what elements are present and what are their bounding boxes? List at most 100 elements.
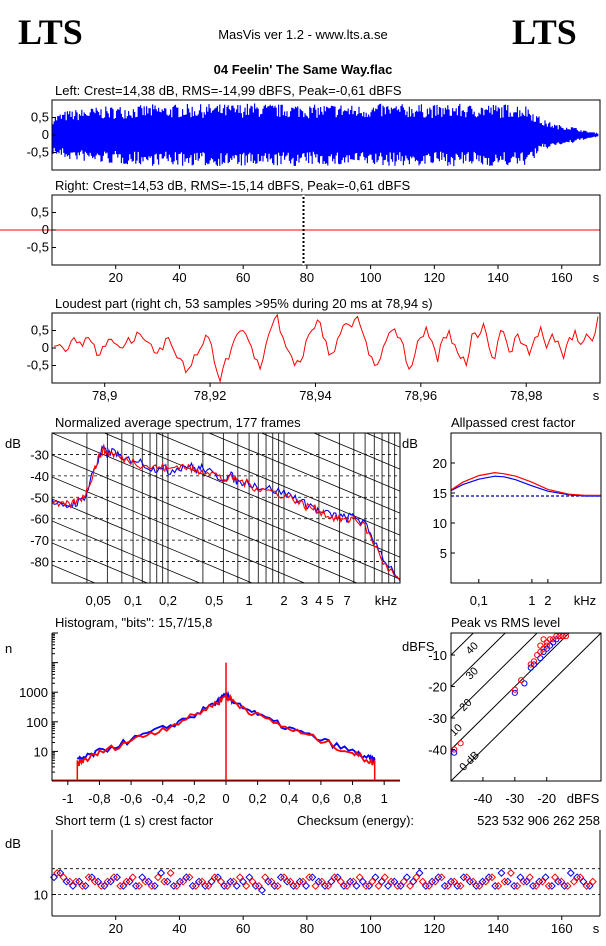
loudest-title: Loudest part (right ch, 53 samples >95% … <box>55 296 433 311</box>
peakrms-point-0 <box>511 689 518 696</box>
spectrum-slope <box>52 542 149 583</box>
histogram-xtick-label: -0,4 <box>152 791 174 806</box>
spectrum-slope <box>52 454 358 583</box>
loudest-xtick-label: 78,92 <box>194 388 227 403</box>
short-crest-point-0 <box>516 873 525 882</box>
histogram-ytick-label: 1000 <box>19 685 48 700</box>
short-crest-point-0 <box>232 881 241 890</box>
short-crest-point-1 <box>406 881 415 890</box>
allpass-line-0 <box>450 475 601 497</box>
short-crest-point-1 <box>475 881 484 890</box>
short-crest-point-1 <box>292 881 301 890</box>
short-crest-point-1 <box>154 873 162 882</box>
short-crest-point-0 <box>157 869 166 877</box>
peakrms-point-1 <box>540 645 547 652</box>
peakrms-point-0 <box>530 661 538 668</box>
spectrum-xtick-label: 0,05 <box>86 593 111 608</box>
g-left-ytick-label: 0,5 <box>31 110 49 125</box>
peakrms-point-1 <box>537 642 544 649</box>
loudest-xunit: s <box>593 388 600 403</box>
peakrms-point-1 <box>559 633 566 640</box>
spectrum-ytick-label: -60 <box>30 512 49 527</box>
peakrms-point-0 <box>540 648 547 655</box>
spectrum-frame <box>51 432 401 584</box>
short-crest-point-1 <box>412 873 421 882</box>
allpass-xtick-label: 1 <box>528 593 535 608</box>
spectrum-slope <box>52 476 306 583</box>
short-crest-point-1 <box>84 873 93 882</box>
spectrum-plot: -30 -40 -50 -60 -70 -80 dB 0,05 0,1 0,2 0,5 1 2 3 4 5 7 k… <box>5 191 401 608</box>
spectrum-slope <box>52 191 400 337</box>
short-crest-point-1 <box>538 877 547 886</box>
peakrms-xtick-label: -40 <box>474 791 493 806</box>
spectrum-xtick-label: 7 <box>343 593 350 608</box>
short-crest-point-1 <box>431 877 440 886</box>
histogram-xtick-label: 0,8 <box>344 791 362 806</box>
short-crest-point-1 <box>122 877 131 886</box>
short-crest-point-1 <box>500 877 509 886</box>
spectrum-slope <box>52 520 201 583</box>
short-crest-point-1 <box>506 869 515 877</box>
peakrms-point-1 <box>556 633 563 640</box>
short-crest-xtick-label: 20 <box>108 921 122 936</box>
right-waveform: 0,5 0 -0,5 20 40 60 80 100 120 140 160 s <box>0 195 601 285</box>
short-crest-point-0 <box>245 873 254 882</box>
peakrms-crest-label: 0 dB <box>457 749 481 773</box>
short-crest-point-0 <box>402 873 411 882</box>
loudest-ytick-label: 0 <box>42 340 49 355</box>
short-crest-point-1 <box>59 873 68 882</box>
spectrum-xtick-label: 0,2 <box>159 593 177 608</box>
spectrum-xtick-label: 0,5 <box>205 593 223 608</box>
short-crest-point-1 <box>368 877 377 886</box>
app-title: MasVis ver 1.2 - www.lts.a.se <box>218 27 388 42</box>
allpass-ytick-label: 5 <box>440 546 447 561</box>
histogram-xtick-label: 0,6 <box>312 791 330 806</box>
peakrms-point-1 <box>537 648 544 655</box>
short-crest-point-1 <box>324 881 333 890</box>
peakrms-xtick-label: -20 <box>537 791 556 806</box>
short-crest-point-1 <box>418 877 427 886</box>
spectrum-slope <box>52 213 400 359</box>
g-right-xtick-label: 100 <box>360 270 382 285</box>
g-right-ytick-label: 0 <box>42 222 49 237</box>
short-crest-point-1 <box>519 877 528 886</box>
histogram-xtick-label: 0,4 <box>280 791 298 806</box>
short-crest-point-1 <box>544 881 553 890</box>
short-crest-point-0 <box>497 869 506 877</box>
allpass-ytick-label: 10 <box>433 516 447 531</box>
short-crest-point-1 <box>311 881 320 890</box>
spectrum-slope <box>52 257 400 403</box>
short-crest-point-1 <box>380 873 389 882</box>
spectrum-ytick-label: -70 <box>30 533 49 548</box>
peakrms-point-0 <box>550 639 557 646</box>
short-crest-ytick-label: 10 <box>34 888 48 903</box>
short-crest-point-0 <box>302 881 311 890</box>
short-crest-point-1 <box>532 881 541 890</box>
short-crest-point-0 <box>327 877 336 886</box>
g-right-xtick-label: 40 <box>172 270 186 285</box>
peakrms-ytick-label: -40 <box>428 743 447 758</box>
allpass-ytick-label: 15 <box>433 486 447 501</box>
peakrms-point-1 <box>543 642 550 649</box>
short-crest-point-1 <box>286 877 295 886</box>
loudest-ytick-label: -0,5 <box>27 358 49 373</box>
peakrms-point-1 <box>550 636 557 643</box>
short-crest-xunit: s <box>593 921 600 936</box>
peakrms-point-0 <box>553 636 560 643</box>
histogram-ylabel: n <box>5 641 12 656</box>
peakrms-crest-label: 40 <box>464 640 481 657</box>
short-crest-point-0 <box>377 877 386 886</box>
short-crest-point-1 <box>261 873 270 882</box>
short-crest-point-1 <box>179 877 188 886</box>
short-crest-point-1 <box>393 881 402 890</box>
short-crest-point-1 <box>53 869 62 877</box>
peakrms-point-0 <box>537 655 544 662</box>
short-crest-point-1 <box>229 877 238 886</box>
short-crest-point-1 <box>91 877 99 886</box>
short-crest-point-1 <box>336 877 345 886</box>
short-crest-point-1 <box>399 877 408 886</box>
g-right-xtick-label: 160 <box>551 270 573 285</box>
short-crest-point-1 <box>582 881 591 890</box>
short-crest-title: Short term (1 s) crest factor <box>55 813 214 828</box>
short-crest-point-1 <box>185 873 194 882</box>
